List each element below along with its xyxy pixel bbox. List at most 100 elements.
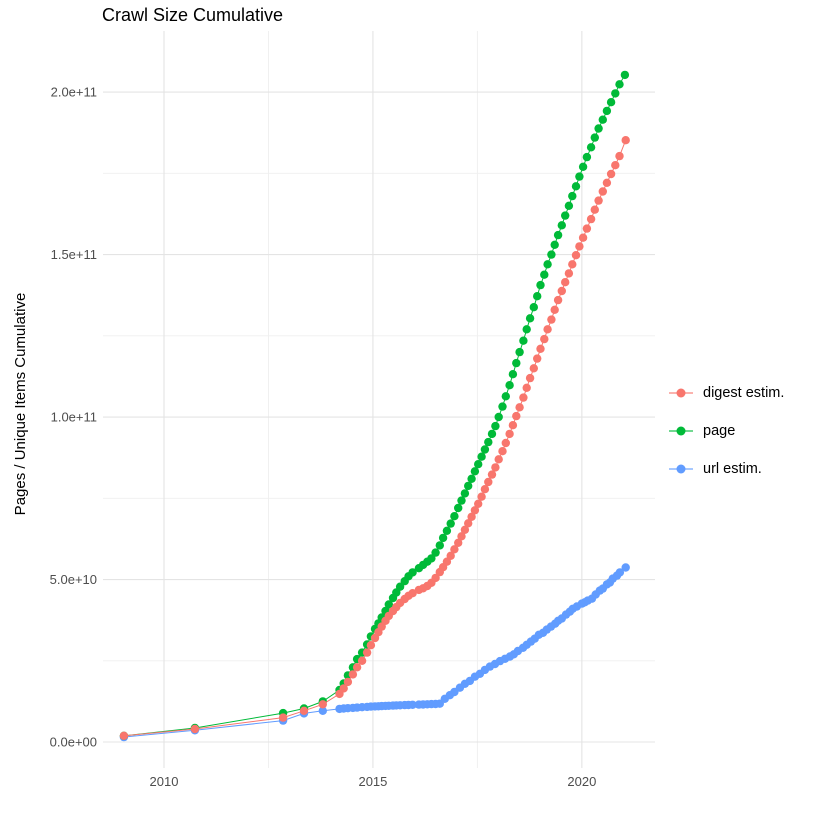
data-point	[408, 568, 417, 577]
data-point	[512, 411, 521, 421]
y-tick-label: 2.0e+11	[51, 85, 97, 100]
data-point	[454, 538, 463, 547]
data-point	[615, 151, 624, 161]
data-point	[357, 656, 367, 665]
data-point	[522, 383, 531, 392]
data-point	[602, 178, 612, 187]
data-point	[529, 364, 538, 373]
data-point	[190, 724, 200, 734]
data-point	[477, 492, 486, 501]
data-point	[457, 496, 466, 505]
chart-title: Crawl Size Cumulative	[102, 5, 284, 25]
y-tick-label: 5.0e+10	[50, 572, 97, 587]
data-point	[615, 80, 624, 89]
data-point	[508, 421, 518, 430]
y-tick-label: 1.5e+11	[51, 247, 97, 262]
data-point	[318, 706, 327, 715]
data-point	[348, 670, 358, 679]
x-tick-label: 2010	[150, 774, 179, 789]
data-point	[543, 325, 552, 334]
data-point	[564, 269, 574, 278]
data-point	[598, 187, 607, 196]
data-point	[467, 512, 476, 521]
data-point	[598, 115, 607, 124]
data-point	[621, 136, 630, 145]
data-point	[450, 545, 459, 554]
data-point	[339, 684, 348, 693]
legend-label-url: url estim.	[703, 461, 762, 477]
y-axis-title: Pages / Unique Items Cumulative	[12, 292, 29, 516]
tick-labels: 2010 2015 2020 0.0e+00 5.0e+10 1.0e+11 1.5e+11…	[50, 85, 597, 789]
data-point	[491, 463, 500, 472]
x-tick-label: 2020	[567, 774, 596, 789]
data-point	[505, 381, 514, 390]
data-point	[498, 447, 507, 456]
data-point	[470, 467, 480, 476]
data-point	[525, 314, 535, 323]
data-point	[557, 286, 566, 296]
data-point	[454, 503, 463, 513]
legend: digest estim. page url estim.	[668, 374, 784, 488]
y-tick-label: 0.0e+00	[50, 735, 97, 750]
data-point	[519, 336, 528, 345]
data-point	[508, 370, 518, 379]
data-point	[536, 280, 545, 290]
data-point	[477, 452, 486, 461]
data-point	[515, 403, 524, 412]
data-point	[464, 481, 473, 491]
data-point	[474, 499, 483, 508]
data-point	[501, 392, 510, 401]
data-point	[431, 573, 440, 583]
data-point	[578, 162, 588, 171]
series-line	[123, 567, 627, 738]
data-point	[568, 260, 577, 269]
data-point	[550, 240, 559, 249]
data-point	[611, 161, 620, 170]
data-point	[501, 438, 510, 448]
data-point	[571, 251, 581, 260]
data-point	[408, 589, 417, 598]
data-point	[366, 641, 376, 650]
data-point	[529, 303, 538, 312]
data-point	[491, 421, 500, 431]
data-point	[119, 731, 129, 740]
data-point	[582, 152, 592, 162]
data-point	[564, 201, 574, 210]
data-point	[384, 600, 393, 609]
data-point	[427, 554, 436, 563]
data-point	[557, 221, 566, 230]
data-point	[480, 485, 490, 494]
data-point	[474, 460, 483, 469]
data-point	[494, 455, 503, 464]
data-point	[431, 548, 440, 557]
y-tick-label: 1.0e+11	[51, 410, 97, 425]
series-url-estim-	[119, 563, 630, 742]
data-point	[408, 700, 417, 709]
data-point	[540, 270, 549, 279]
data-point	[352, 663, 362, 672]
data-point	[515, 347, 524, 357]
legend-key-digest-icon	[669, 388, 693, 398]
data-point	[594, 124, 603, 133]
data-point	[446, 519, 455, 528]
data-point	[442, 526, 452, 535]
data-point	[460, 489, 470, 498]
data-point	[561, 278, 570, 287]
data-point	[446, 551, 455, 560]
data-point	[512, 358, 521, 368]
data-point	[590, 205, 599, 214]
data-point	[525, 373, 535, 383]
data-point	[594, 196, 603, 205]
data-point	[470, 506, 480, 515]
data-point	[611, 89, 620, 98]
data-point	[606, 169, 616, 179]
data-point	[318, 700, 327, 709]
data-point	[568, 191, 577, 201]
data-point	[543, 260, 552, 269]
data-point	[571, 182, 581, 191]
data-point	[343, 677, 353, 687]
legend-item-url: url estim.	[668, 450, 784, 488]
data-point	[586, 214, 596, 224]
